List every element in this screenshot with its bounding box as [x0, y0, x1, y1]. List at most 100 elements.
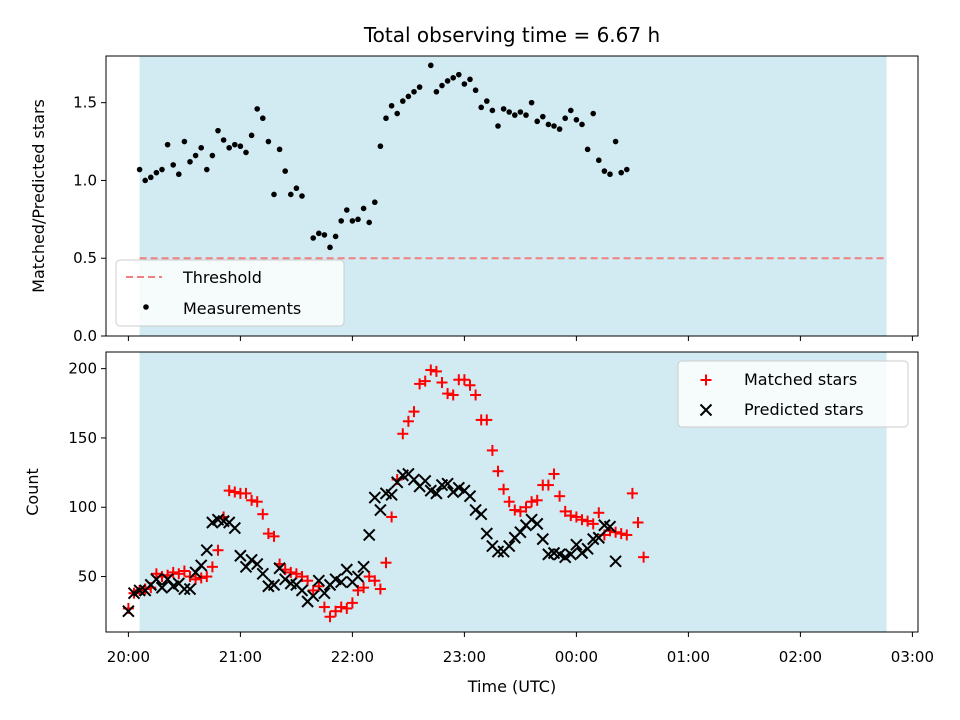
bottom-y-tick-label: 100 [68, 498, 97, 516]
measurement-point [562, 115, 568, 122]
measurement-point [512, 112, 518, 118]
measurement-point [607, 171, 613, 178]
count-panel: 50 100 150 200 20:00 21:00 22:00 23:00 00:00 01:… [23, 351, 934, 696]
measurement-point [388, 102, 395, 109]
predicted-point [592, 531, 606, 544]
measurement-point [568, 107, 574, 114]
matched-point [150, 568, 162, 580]
matched-point [419, 375, 431, 387]
matched-point [486, 444, 498, 456]
measurement-point [405, 93, 412, 100]
legend-matched-label: Matched stars [744, 370, 857, 389]
bottom-y-tick-label: 200 [68, 360, 97, 378]
legend-threshold-label: Threshold [182, 268, 262, 287]
measurement-point [556, 126, 563, 132]
predicted-point [273, 562, 286, 575]
measurement-point [316, 230, 322, 237]
measurement-point [444, 78, 451, 84]
matched-point [582, 515, 594, 527]
measurement-point [545, 121, 552, 128]
measurement-point [411, 88, 417, 95]
predicted-point [570, 538, 583, 551]
measurement-point [260, 115, 266, 122]
matched-point [229, 486, 241, 498]
matched-point [358, 582, 370, 594]
predicted-point [318, 586, 331, 600]
matched-point [458, 374, 470, 386]
matched-point [531, 494, 543, 506]
legend-measurements-swatch [143, 304, 149, 310]
measurement-point [349, 218, 356, 224]
matched-point [492, 465, 504, 477]
matched-point [464, 379, 476, 391]
measurement-point [187, 158, 193, 165]
measurement-point [618, 169, 624, 176]
matched-point [324, 611, 336, 623]
predicted-point [502, 539, 516, 553]
measurement-point [271, 191, 277, 198]
measurement-point [215, 127, 221, 134]
matched-point [363, 571, 375, 583]
measurement-point [377, 143, 384, 150]
measurement-point [164, 141, 171, 148]
measurement-point [142, 177, 148, 184]
matched-point [509, 504, 521, 516]
measurement-point [237, 143, 244, 150]
measurement-point [327, 244, 333, 251]
measurement-point [355, 216, 361, 223]
predicted-point [469, 503, 482, 517]
matched-point [576, 514, 588, 526]
matched-point [397, 428, 409, 440]
bottom-legend: Matched stars Predicted stars [677, 360, 909, 428]
matched-point [257, 508, 269, 520]
bottom-y-tick-label: 50 [78, 568, 97, 586]
predicted-point [430, 487, 443, 500]
x-tick-label: 03:00 [891, 648, 934, 666]
matched-point [380, 557, 392, 569]
measurement-point [433, 88, 440, 95]
measurement-point [489, 107, 496, 114]
predicted-point [581, 542, 594, 556]
predicted-point [228, 521, 242, 535]
measurement-point [192, 152, 199, 159]
predicted-point [564, 548, 578, 561]
matched-point [290, 568, 302, 580]
predicted-point [122, 605, 135, 618]
matched-point [330, 605, 342, 617]
predicted-point [491, 545, 505, 558]
matched-point [285, 566, 297, 578]
measurement-point [534, 118, 540, 125]
matched-point [313, 580, 325, 592]
measurement-point [495, 123, 501, 129]
matched-point [610, 526, 622, 538]
matched-point [626, 487, 638, 499]
bottom-y-tick-label: 150 [68, 429, 97, 447]
matched-point [206, 561, 218, 573]
measurement-point [478, 104, 485, 111]
matched-point [178, 565, 190, 577]
matched-point [430, 365, 442, 377]
matched-point [318, 601, 330, 613]
measurement-point [248, 132, 255, 139]
measurement-point [400, 98, 406, 104]
matched-point [632, 516, 644, 528]
top-legend: Threshold Measurements [115, 259, 345, 327]
matched-point [173, 568, 185, 580]
matched-point [526, 496, 538, 508]
measurement-point [394, 110, 401, 117]
matched-point [307, 584, 319, 596]
matched-point [520, 501, 532, 513]
measurement-point [579, 121, 585, 128]
matched-point [335, 601, 347, 613]
matched-point [542, 479, 554, 491]
matched-point [346, 597, 358, 609]
measurement-point [153, 169, 160, 176]
measurement-point [467, 76, 473, 83]
predicted-point [245, 553, 258, 567]
matched-point [184, 571, 196, 583]
measurement-point [254, 106, 260, 112]
matched-point [302, 575, 314, 587]
x-tick-label: 01:00 [667, 648, 710, 666]
measurement-point [148, 174, 154, 181]
measurement-point [456, 71, 462, 78]
